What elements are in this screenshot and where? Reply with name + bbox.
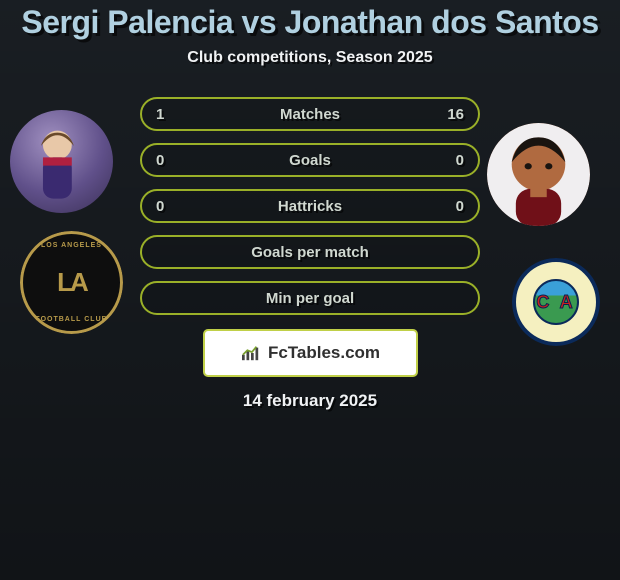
watermark-text: FcTables.com [268,343,380,363]
stat-left-value: 0 [156,198,164,215]
subtitle: Club competitions, Season 2025 [187,49,432,67]
stat-pill-goals: 0 Goals 0 [140,143,480,177]
stat-pill-min-per-goal: Min per goal [140,281,480,315]
stat-pill-matches: 1 Matches 16 [140,97,480,131]
person-icon [10,110,113,213]
stat-label: Min per goal [266,290,354,307]
lafc-badge-icon: LOS ANGELES LA FOOTBALL CLUB [20,231,123,334]
badge-text-bottom: FOOTBALL CLUB [35,316,107,323]
club2-badge: C A [512,258,600,346]
watermark-badge: FcTables.com [203,329,418,377]
player1-avatar [10,110,113,213]
stat-pill-goals-per-match: Goals per match [140,235,480,269]
stat-left-value: 0 [156,152,164,169]
comparison-card: Sergi Palencia vs Jonathan dos Santos Cl… [0,0,620,580]
person-icon [487,123,590,226]
badge-text-center: C A [536,292,575,313]
page-title: Sergi Palencia vs Jonathan dos Santos [21,4,598,41]
stats-list: 1 Matches 16 0 Goals 0 0 Hattricks 0 Goa… [140,97,480,315]
stat-right-value: 0 [456,198,464,215]
date-label: 14 february 2025 [243,391,377,411]
badge-text-top: LOS ANGELES [41,242,102,249]
stat-label: Goals [289,152,331,169]
bar-chart-icon [240,344,262,362]
stat-label: Hattricks [278,198,342,215]
player2-avatar [487,123,590,226]
club1-badge: LOS ANGELES LA FOOTBALL CLUB [20,231,123,334]
stat-pill-hattricks: 0 Hattricks 0 [140,189,480,223]
club-america-badge-icon: C A [512,258,600,346]
stat-left-value: 1 [156,106,164,123]
stat-right-value: 0 [456,152,464,169]
stat-label: Matches [280,106,340,123]
badge-text-center: LA [57,267,86,298]
stat-label: Goals per match [251,244,369,261]
stat-right-value: 16 [447,106,464,123]
